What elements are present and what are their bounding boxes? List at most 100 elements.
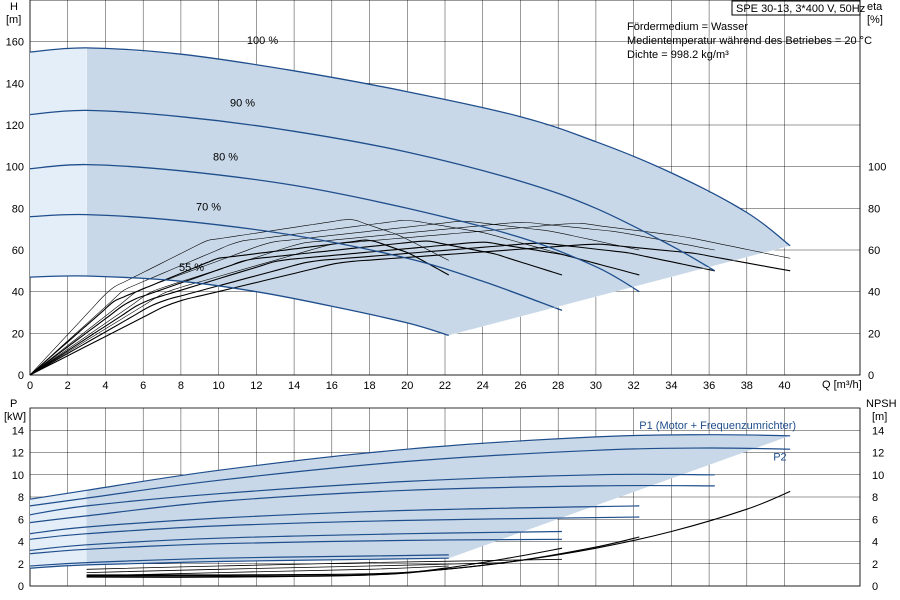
power-area [86, 434, 791, 565]
efficiency-curve [29, 241, 640, 376]
x-tick-label: 32 [628, 380, 640, 392]
y2-tick-label: 60 [868, 245, 880, 257]
efficiency-curve [29, 219, 449, 376]
npsh-axis-label-unit: [m] [872, 411, 887, 423]
head-curve [29, 47, 791, 247]
power-curve [29, 538, 563, 555]
x-tick-label: 2 [65, 380, 71, 392]
efficiency-curve [29, 242, 715, 376]
info-line-temperature: Medientemperatur während des Betriebes =… [627, 35, 872, 47]
y2-tick-label: 2 [872, 559, 878, 571]
y-tick-label: 6 [18, 514, 24, 526]
power-curve [29, 473, 715, 516]
x-tick-label: 4 [102, 380, 108, 392]
efficiency-axis-label-unit: [%] [867, 14, 883, 26]
power-curve-aux [86, 558, 563, 570]
p1-curve [29, 434, 791, 500]
x-tick-label: 0 [27, 380, 33, 392]
y-tick-label: 12 [12, 448, 24, 460]
y2-tick-label: 8 [872, 492, 878, 504]
speed-label: 90 % [230, 97, 255, 109]
power-curve [29, 505, 640, 535]
y2-tick-label: 100 [868, 162, 886, 174]
power-curve [29, 554, 449, 567]
y-tick-label: 120 [6, 120, 24, 132]
efficiency-curve [29, 221, 640, 376]
y2-tick-label: 6 [872, 514, 878, 526]
x-tick-label: 30 [590, 380, 602, 392]
y-tick-label: 100 [6, 162, 24, 174]
x-tick-label: 8 [178, 380, 184, 392]
y2-tick-label: 12 [872, 448, 884, 460]
efficiency-curve [29, 223, 791, 376]
power-label: P1 (Motor + Frequenzumrichter) [639, 420, 796, 432]
y-tick-label: 20 [12, 328, 24, 340]
flow-axis-label: Q [m³/h] [822, 379, 862, 391]
head-axis-label-symbol: H [10, 1, 18, 13]
p2-curve [29, 447, 791, 507]
y-tick-label: 0 [18, 581, 24, 593]
speed-label: 55 % [179, 262, 204, 274]
y2-tick-label: 40 [868, 287, 880, 299]
head-curve [29, 109, 716, 272]
x-tick-label: 20 [401, 380, 413, 392]
x-tick-label: 24 [477, 380, 489, 392]
head-curve [29, 213, 563, 312]
y2-tick-label: 0 [872, 581, 878, 593]
y-tick-label: 10 [12, 470, 24, 482]
operating-area [86, 47, 791, 336]
x-tick-label: 22 [439, 380, 451, 392]
y-tick-label: 160 [6, 37, 24, 49]
x-tick-label: 36 [703, 380, 715, 392]
y2-tick-label: 0 [868, 370, 874, 382]
y-tick-label: 2 [18, 559, 24, 571]
power-plot: P1 (Motor + Frequenzumrichter) P2 0 2 4 6 8 10 1… [12, 407, 884, 593]
power-axis-label-symbol: P [10, 398, 17, 410]
info-line-medium: Fördermedium = Wasser [627, 21, 748, 33]
power-curve-aux [86, 562, 506, 573]
efficiency-curve [29, 239, 450, 376]
npsh-axis-label-symbol: NPSH [866, 398, 897, 410]
x-tick-label: 40 [778, 380, 790, 392]
efficiency-curve [29, 220, 563, 376]
power-curve [29, 516, 640, 540]
npsh-curve [86, 536, 640, 577]
x-tick-label: 10 [213, 380, 225, 392]
y2-tick-label: 20 [868, 328, 880, 340]
speed-label: 80 % [213, 151, 238, 163]
head-curve [29, 163, 640, 293]
power-label: P2 [773, 451, 786, 463]
y2-tick-label: 14 [872, 425, 884, 437]
y-tick-label: 80 [12, 203, 24, 215]
y-tick-label: 60 [12, 245, 24, 257]
efficiency-curve [29, 222, 715, 376]
operating-area-light [30, 47, 87, 278]
y-tick-label: 4 [18, 537, 24, 549]
power-curve [29, 530, 563, 551]
y-tick-label: 14 [12, 425, 24, 437]
head-plot: 100 %90 %80 %70 %55 %0 2 4 6 8 10 12 14 16 18 20 22… [6, 0, 886, 392]
speed-label: 70 % [196, 201, 221, 213]
y2-tick-label: 10 [872, 470, 884, 482]
y2-tick-label: 80 [868, 203, 880, 215]
title-box: SPE 30-13, 3*400 V, 50Hz [731, 0, 865, 16]
y-tick-label: 40 [12, 287, 24, 299]
y-tick-label: 8 [18, 492, 24, 504]
head-curve [29, 275, 449, 337]
x-tick-label: 14 [288, 380, 300, 392]
x-tick-label: 16 [326, 380, 338, 392]
efficiency-axis-label-symbol: eta [867, 1, 883, 13]
y-tick-label: 140 [6, 78, 24, 90]
power-curve [29, 557, 449, 569]
x-tick-label: 26 [514, 380, 526, 392]
y-tick-label: 0 [18, 370, 24, 382]
info-line-density: Dichte = 998.2 kg/m³ [627, 49, 729, 61]
efficiency-curve [29, 243, 791, 376]
x-tick-label: 34 [665, 380, 677, 392]
x-tick-label: 38 [741, 380, 753, 392]
y2-tick-label: 4 [872, 537, 878, 549]
x-tick-label: 18 [363, 380, 375, 392]
area-boundary [448, 245, 791, 336]
speed-label: 100 % [247, 35, 278, 47]
